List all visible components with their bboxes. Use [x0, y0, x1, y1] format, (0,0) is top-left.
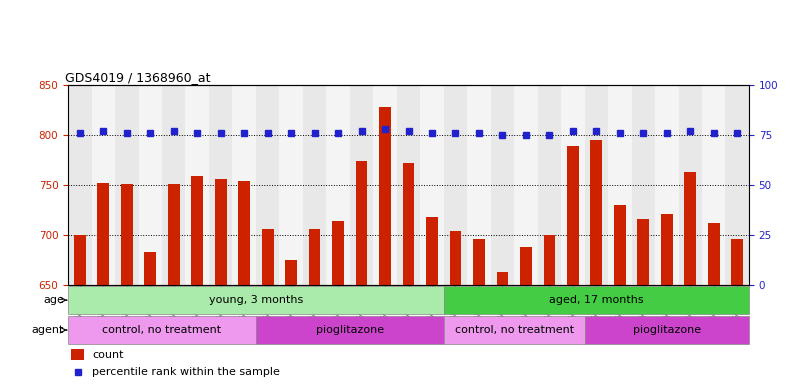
Bar [356, 161, 368, 384]
Bar [467, 85, 491, 285]
Bar [614, 205, 626, 384]
Bar [308, 228, 320, 384]
Bar [567, 146, 579, 384]
Bar [631, 85, 655, 285]
Bar [256, 85, 280, 285]
Text: aged, 17 months: aged, 17 months [549, 295, 644, 305]
Bar [520, 247, 532, 384]
Text: count: count [92, 349, 123, 359]
Bar [115, 85, 139, 285]
Bar [537, 85, 562, 285]
Bar [731, 238, 743, 384]
Bar [421, 85, 444, 285]
Bar [232, 85, 256, 285]
Bar [215, 179, 227, 384]
Bar [68, 85, 91, 285]
Bar [638, 218, 649, 384]
Bar [332, 221, 344, 384]
Bar [684, 172, 696, 384]
Bar [585, 316, 749, 344]
Text: control, no treatment: control, no treatment [103, 325, 222, 335]
Text: young, 3 months: young, 3 months [209, 295, 303, 305]
Bar [608, 85, 631, 285]
Bar [144, 252, 156, 384]
Bar [708, 223, 719, 384]
Bar [71, 349, 84, 360]
Bar [562, 85, 585, 285]
Bar [497, 271, 509, 384]
Bar [186, 85, 209, 285]
Bar [98, 183, 109, 384]
Bar [139, 85, 162, 285]
Text: pioglitazone: pioglitazone [316, 325, 384, 335]
Bar [209, 85, 232, 285]
Bar [303, 85, 326, 285]
Bar [262, 228, 273, 384]
Bar [655, 85, 678, 285]
Bar [373, 85, 396, 285]
Bar [396, 85, 421, 285]
Bar [726, 85, 749, 285]
Bar [91, 85, 115, 285]
Bar [514, 85, 537, 285]
Bar [491, 85, 514, 285]
Bar [350, 85, 373, 285]
Bar [191, 176, 203, 384]
Text: pioglitazone: pioglitazone [633, 325, 701, 335]
Text: control, no treatment: control, no treatment [455, 325, 574, 335]
Bar [444, 85, 467, 285]
Bar [702, 85, 726, 285]
Text: GDS4019 / 1368960_at: GDS4019 / 1368960_at [65, 71, 210, 84]
Bar [590, 140, 602, 384]
Bar [473, 238, 485, 384]
Bar [444, 316, 585, 344]
Bar [449, 231, 461, 384]
Text: age: age [43, 295, 64, 305]
Bar [403, 163, 414, 384]
Bar [585, 85, 608, 285]
Bar [162, 85, 186, 285]
Bar [74, 235, 86, 384]
Bar [121, 184, 133, 384]
Text: agent: agent [32, 325, 64, 335]
Bar [426, 217, 438, 384]
Bar [239, 181, 250, 384]
Bar [678, 85, 702, 285]
Bar [544, 235, 555, 384]
Bar [326, 85, 350, 285]
Bar [256, 316, 444, 344]
Bar [285, 260, 297, 384]
Text: percentile rank within the sample: percentile rank within the sample [92, 367, 280, 377]
Bar [661, 214, 673, 384]
Bar [280, 85, 303, 285]
Bar [444, 286, 749, 314]
Bar [68, 286, 444, 314]
Bar [379, 107, 391, 384]
Bar [68, 316, 256, 344]
Bar [168, 184, 179, 384]
